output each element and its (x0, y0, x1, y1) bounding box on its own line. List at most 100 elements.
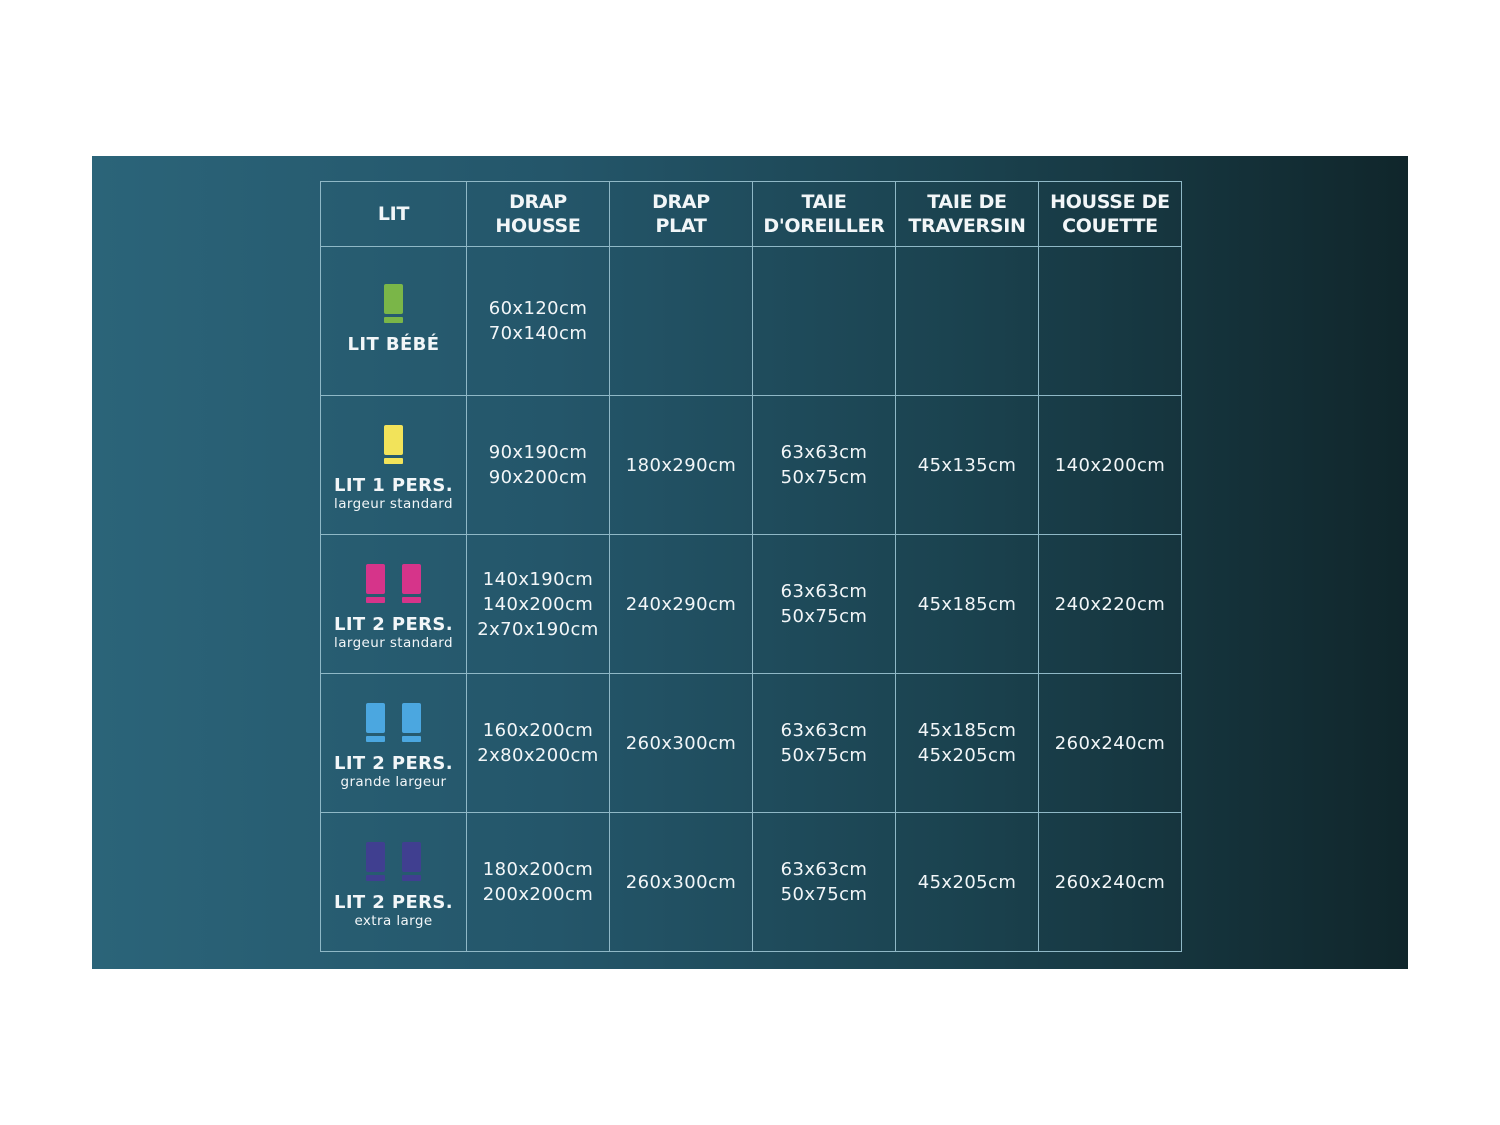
size-value: 63x63cm (780, 720, 868, 741)
bed-icon (384, 424, 403, 464)
size-cell: 45x185cm 45x205cm (895, 673, 1039, 813)
size-cell (1038, 246, 1182, 396)
size-value: 260x300cm (625, 871, 737, 893)
size-cell: 45x205cm (895, 812, 1039, 952)
table-row: LIT 2 PERS. extra large 180x200cm 200x200cm… (320, 812, 1182, 952)
column-header-line: LIT (377, 203, 410, 225)
size-cell: 63x63cm 50x75cm (752, 812, 896, 952)
column-header-line: PLAT (655, 215, 707, 237)
bed-type-subtitle: grande largeur (340, 773, 447, 790)
bed-type-name: LIT 2 PERS. (333, 752, 454, 774)
double-bed-icon (321, 702, 466, 742)
bed-icon (384, 283, 403, 323)
size-cell: 260x240cm (1038, 673, 1182, 813)
size-value: 50x75cm (780, 884, 868, 905)
size-cell: 140x200cm (1038, 395, 1182, 535)
bed-icon (402, 702, 421, 742)
single-bed-icon (321, 283, 466, 323)
bed-icon (402, 841, 421, 881)
bed-type-cell: LIT 2 PERS. grande largeur (320, 673, 467, 813)
size-value: 200x200cm (482, 884, 594, 905)
size-value: 240x220cm (1054, 593, 1166, 615)
double-bed-icon (321, 841, 466, 881)
size-value: 180x200cm (482, 859, 594, 880)
bed-type-cell: LIT BÉBÉ (320, 246, 467, 396)
size-value: 45x205cm (917, 745, 1017, 766)
size-value: 70x140cm (488, 323, 588, 344)
column-header: TAIE DE TRAVERSIN (895, 181, 1039, 247)
table-row: LIT 2 PERS. grande largeur 160x200cm 2x80x2… (320, 673, 1182, 813)
size-value: 45x135cm (917, 454, 1017, 476)
size-value: 180x290cm (625, 454, 737, 476)
bed-type-subtitle: largeur standard (334, 634, 453, 651)
single-bed-icon (321, 424, 466, 464)
bed-icon (366, 702, 385, 742)
size-cell: 63x63cm 50x75cm (752, 395, 896, 535)
table-row: LIT 1 PERS. largeur standard 90x190cm 90x20… (320, 395, 1182, 535)
size-value: 50x75cm (780, 745, 868, 766)
size-cell: 180x200cm 200x200cm (466, 812, 610, 952)
column-header: DRAP PLAT (609, 181, 753, 247)
column-header-line: TAIE (801, 191, 847, 213)
size-cell: 60x120cm 70x140cm (466, 246, 610, 396)
size-value: 2x80x200cm (477, 745, 599, 766)
size-cell: 240x290cm (609, 534, 753, 674)
column-header-line: HOUSSE DE (1050, 191, 1170, 213)
size-value: 63x63cm (780, 581, 868, 602)
bed-type-name: LIT 2 PERS. (333, 613, 454, 635)
size-value: 260x300cm (625, 732, 737, 754)
size-value: 45x205cm (917, 871, 1017, 893)
size-cell: 160x200cm 2x80x200cm (466, 673, 610, 813)
size-cell: 90x190cm 90x200cm (466, 395, 610, 535)
size-cell: 260x240cm (1038, 812, 1182, 952)
size-value: 50x75cm (780, 606, 868, 627)
size-value: 45x185cm (917, 593, 1017, 615)
size-value: 140x200cm (1054, 454, 1166, 476)
size-cell: 180x290cm (609, 395, 753, 535)
size-value: 260x240cm (1054, 732, 1166, 754)
column-header-line: HOUSSE (495, 215, 581, 237)
column-header-line: TRAVERSIN (908, 215, 1026, 237)
bed-type-subtitle: largeur standard (334, 495, 453, 512)
size-value: 260x240cm (1054, 871, 1166, 893)
bed-type-name: LIT 1 PERS. (333, 474, 454, 496)
bed-type-subtitle: extra large (354, 912, 433, 929)
size-value: 2x70x190cm (477, 618, 599, 640)
column-header: DRAP HOUSSE (466, 181, 610, 247)
size-cell: 260x300cm (609, 673, 753, 813)
bed-icon (366, 841, 385, 881)
size-value: 240x290cm (625, 593, 737, 615)
size-cell: 240x220cm (1038, 534, 1182, 674)
size-cell (752, 246, 896, 396)
bed-type-name: LIT BÉBÉ (347, 333, 440, 355)
size-cell: 45x135cm (895, 395, 1039, 535)
bed-icon (366, 563, 385, 603)
bed-linen-size-table: LIT DRAP HOUSSE DRAP PLAT TAIE D'OREILLER TAIE … (320, 181, 1182, 952)
size-value: 140x200cm (482, 593, 594, 615)
table-row: LIT BÉBÉ 60x120cm 70x140cm (320, 246, 1182, 396)
column-header-line: COUETTE (1062, 215, 1158, 237)
double-bed-icon (321, 563, 466, 603)
column-header-line: DRAP (509, 191, 567, 213)
bed-type-cell: LIT 2 PERS. extra large (320, 812, 467, 952)
column-header: HOUSSE DE COUETTE (1038, 181, 1182, 247)
column-header-line: D'OREILLER (763, 215, 885, 237)
size-value: 63x63cm (780, 442, 868, 463)
column-header: TAIE D'OREILLER (752, 181, 896, 247)
size-cell: 63x63cm 50x75cm (752, 534, 896, 674)
column-header-line: TAIE DE (927, 191, 1007, 213)
table-row: LIT 2 PERS. largeur standard 140x190cm 140x… (320, 534, 1182, 674)
size-cell: 260x300cm (609, 812, 753, 952)
column-header-line: DRAP (652, 191, 710, 213)
size-value: 63x63cm (780, 859, 868, 880)
bed-type-cell: LIT 2 PERS. largeur standard (320, 534, 467, 674)
bed-icon (402, 563, 421, 603)
column-header: LIT (320, 181, 467, 247)
size-value: 45x185cm (917, 720, 1017, 741)
size-value: 60x120cm (488, 298, 588, 319)
size-cell (609, 246, 753, 396)
size-cell: 140x190cm 140x200cm 2x70x190cm (466, 534, 610, 674)
size-chart-panel: LIT DRAP HOUSSE DRAP PLAT TAIE D'OREILLER TAIE … (92, 156, 1408, 969)
size-value: 160x200cm (482, 720, 594, 741)
size-cell (895, 246, 1039, 396)
